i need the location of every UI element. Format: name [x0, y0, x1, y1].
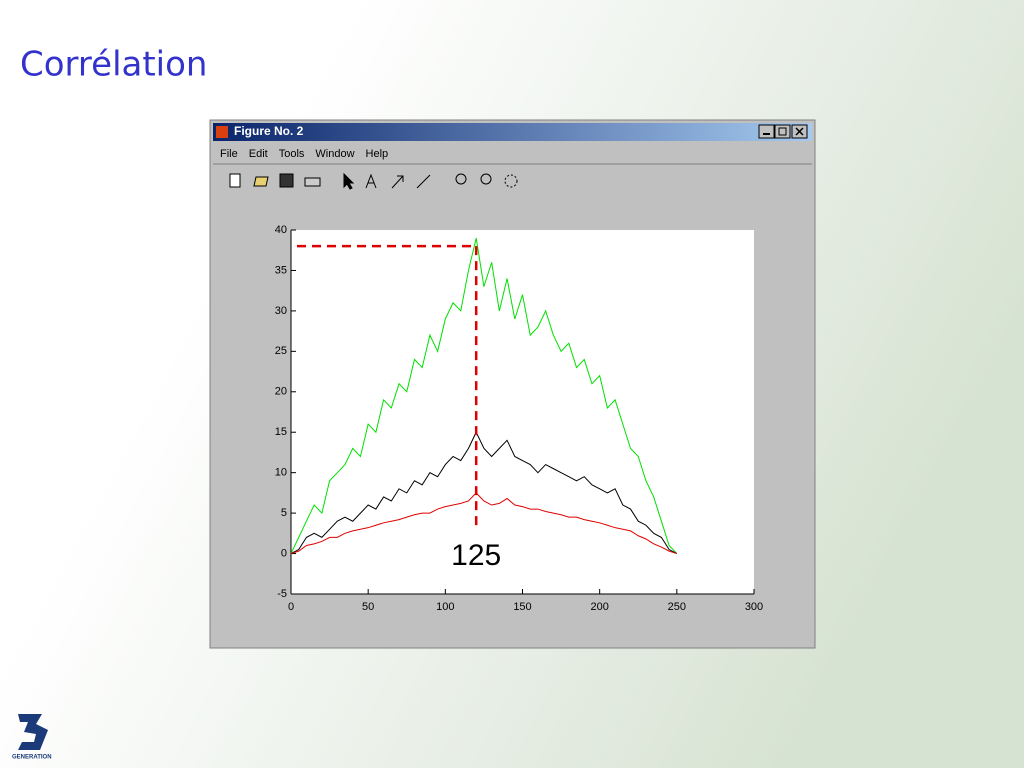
arrow-icon[interactable] — [391, 175, 404, 189]
close-glyph — [795, 127, 804, 136]
menu-item[interactable]: File — [220, 148, 238, 160]
new-icon[interactable] — [229, 173, 241, 188]
menu-item[interactable]: Tools — [279, 148, 305, 160]
menu-item[interactable]: Help — [366, 148, 389, 160]
y-tick-label: 20 — [275, 386, 287, 398]
toolbar — [229, 172, 518, 190]
maximize-button[interactable] — [774, 124, 791, 139]
minimize-button[interactable] — [758, 124, 775, 139]
plot-area — [291, 230, 754, 594]
y-tick-label: 15 — [275, 426, 287, 438]
select-icon[interactable] — [343, 172, 355, 190]
data-line — [290, 492, 677, 555]
menu-item[interactable]: Edit — [249, 148, 268, 160]
x-tick-label: 50 — [362, 601, 374, 613]
window-title: Figure No. 2 — [234, 124, 304, 138]
x-tick-label: 200 — [590, 601, 608, 613]
maximize-glyph — [778, 127, 787, 136]
x-tick-label: 0 — [288, 601, 294, 613]
slide-title: Corrélation — [20, 45, 207, 85]
x-tick-label: 300 — [745, 601, 763, 613]
y-tick-label: 0 — [281, 547, 287, 559]
menu-item[interactable]: Window — [315, 148, 354, 160]
y-tick-label: 35 — [275, 264, 287, 276]
logo-text: GENERATION — [12, 755, 52, 761]
x-tick-label: 250 — [668, 601, 686, 613]
y-tick-label: 30 — [275, 305, 287, 317]
x-tick-label: 150 — [513, 601, 531, 613]
app-icon — [216, 126, 228, 138]
data-line — [290, 431, 678, 554]
print-icon[interactable] — [304, 177, 321, 187]
data-line — [290, 237, 678, 554]
menu-bar: File Edit Tools Window Help — [220, 148, 388, 160]
y-tick-label: 5 — [281, 507, 287, 519]
y-tick-label: 25 — [275, 345, 287, 357]
y-tick-label: -5 — [277, 588, 287, 600]
window-buttons[interactable] — [758, 124, 808, 139]
rotate-icon[interactable] — [504, 174, 518, 188]
logo-mark — [18, 714, 48, 750]
y-tick-label: 40 — [275, 224, 287, 236]
save-icon[interactable] — [279, 173, 294, 188]
logo: GENERATION — [12, 714, 52, 761]
annotation: 125 — [451, 539, 501, 572]
open-icon[interactable] — [253, 176, 269, 187]
zoom-out-icon[interactable] — [480, 173, 492, 185]
text-icon[interactable] — [365, 173, 377, 189]
line-icon[interactable] — [416, 174, 431, 189]
title-bar — [213, 123, 812, 141]
x-tick-label: 100 — [436, 601, 454, 613]
zoom-in-icon[interactable] — [455, 173, 467, 185]
y-tick-label: 10 — [275, 467, 287, 479]
